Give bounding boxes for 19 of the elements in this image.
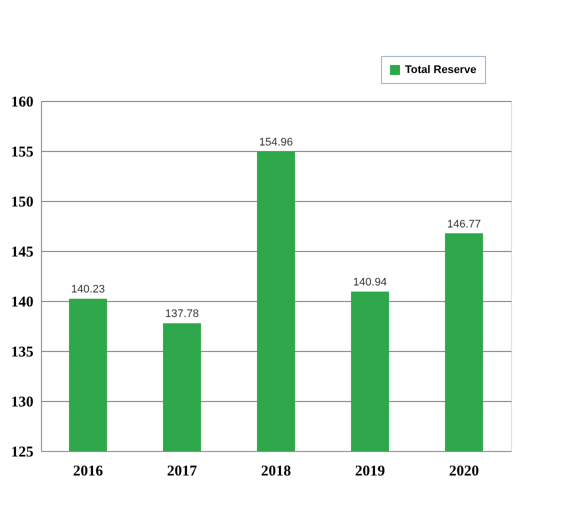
legend-label: Total Reserve (405, 64, 476, 76)
y-tick-label: 155 (11, 144, 34, 160)
data-label: 137.78 (165, 308, 199, 320)
data-label: 140.94 (353, 276, 387, 289)
y-tick-label: 125 (11, 444, 34, 460)
y-tick-label: 145 (11, 244, 34, 260)
x-tick-label: 2018 (261, 464, 291, 480)
y-tick-label: 130 (11, 394, 34, 410)
x-tick-label: 2020 (449, 464, 479, 480)
y-tick-label: 160 (11, 94, 34, 110)
data-label: 146.77 (447, 218, 481, 230)
x-tick-label: 2016 (73, 464, 104, 480)
data-label: 140.23 (71, 284, 105, 296)
y-tick-label: 140 (11, 294, 34, 310)
data-label: 154.96 (259, 136, 293, 148)
y-tick-label: 150 (11, 194, 34, 210)
x-tick-label: 2017 (167, 464, 198, 480)
x-tick-label: 2019 (355, 464, 385, 480)
y-tick-label: 135 (11, 344, 34, 360)
